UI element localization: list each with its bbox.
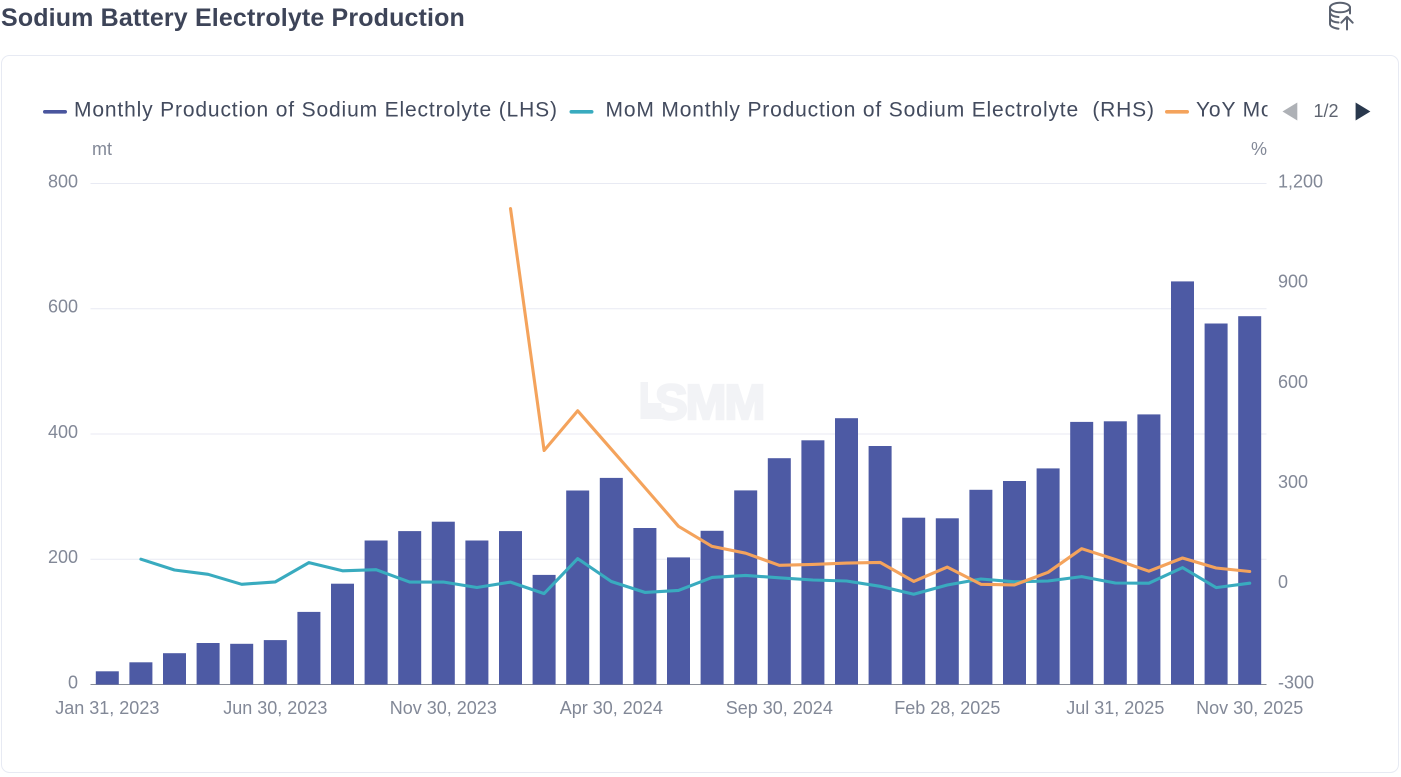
- svg-text:Nov 30, 2023: Nov 30, 2023: [390, 698, 497, 718]
- svg-text:800: 800: [48, 171, 78, 191]
- svg-text:Nov 30, 2025: Nov 30, 2025: [1196, 698, 1303, 718]
- svg-text:-300: -300: [1278, 672, 1314, 692]
- svg-text:0: 0: [1278, 572, 1288, 592]
- svg-text:900: 900: [1278, 272, 1308, 292]
- svg-text:Sep 30, 2024: Sep 30, 2024: [726, 698, 833, 718]
- svg-text:600: 600: [48, 297, 78, 317]
- svg-text:400: 400: [48, 422, 78, 442]
- svg-text:1,200: 1,200: [1278, 171, 1323, 191]
- svg-text:Feb 28, 2025: Feb 28, 2025: [894, 698, 1000, 718]
- svg-text:0: 0: [68, 672, 78, 692]
- svg-text:1/2: 1/2: [1313, 101, 1338, 121]
- svg-text:Sodium Battery Electrolyte Pro: Sodium Battery Electrolyte Production: [1, 4, 465, 32]
- svg-text:Monthly Production of Sodium E: Monthly Production of Sodium Electrolyte…: [74, 99, 558, 122]
- svg-text:Apr 30, 2024: Apr 30, 2024: [560, 698, 663, 718]
- svg-text:YoY Monthly: YoY Monthly: [1196, 99, 1322, 122]
- svg-text:MoM Monthly Production of Sodi: MoM Monthly Production of Sodium Electro…: [606, 99, 1155, 122]
- svg-text:300: 300: [1278, 472, 1308, 492]
- svg-text:Jul 31, 2025: Jul 31, 2025: [1066, 698, 1164, 718]
- svg-text:Jan 31, 2023: Jan 31, 2023: [55, 698, 159, 718]
- svg-text:600: 600: [1278, 372, 1308, 392]
- svg-text:SMM: SMM: [655, 376, 763, 430]
- svg-text:%: %: [1251, 139, 1267, 159]
- svg-text:200: 200: [48, 547, 78, 567]
- svg-text:mt: mt: [92, 139, 112, 159]
- svg-text:Jun 30, 2023: Jun 30, 2023: [223, 698, 327, 718]
